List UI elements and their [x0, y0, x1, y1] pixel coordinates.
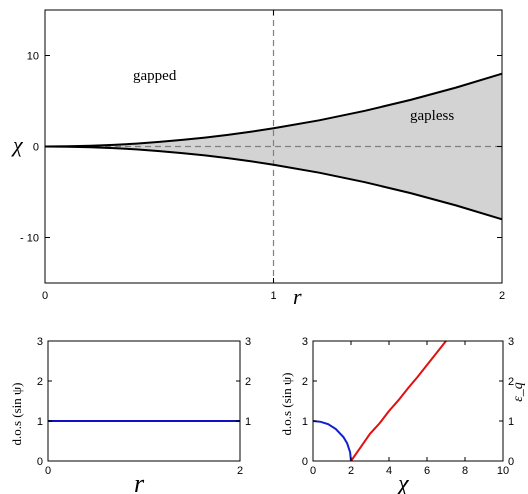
right-y-tick-label: 0	[508, 456, 514, 468]
x-tick-label: 0	[45, 465, 51, 477]
x-tick-label: 2	[499, 290, 505, 302]
tick-marks	[44, 10, 503, 283]
y-tick-label: 1	[302, 416, 308, 428]
plot-frame	[47, 340, 241, 462]
y-tick-label: 3	[302, 336, 308, 348]
series-line-red	[350, 340, 447, 462]
y-tick-label: 10	[27, 51, 39, 63]
plot-frame	[312, 340, 504, 462]
x-axis-label: r	[293, 284, 302, 309]
series-line-blue	[312, 420, 352, 462]
x-tick-label: 0	[310, 465, 316, 477]
tick-labels: 0 2 0 1 2 3 1 2 3	[37, 336, 251, 477]
right-y-tick-label: 1	[508, 416, 514, 428]
x-axis-label: r	[134, 469, 145, 494]
annotation-gapped: gapped	[133, 68, 177, 84]
x-tick-label: 8	[462, 465, 468, 477]
y-tick-label: - 10	[20, 233, 39, 245]
right-y-tick-label: 2	[245, 376, 251, 388]
tick-marks	[312, 340, 504, 462]
x-tick-label: 4	[386, 465, 392, 477]
y-tick-label: 2	[302, 376, 308, 388]
right-y-tick-label: 3	[508, 336, 514, 348]
right-y-axis-label: ε_q	[511, 382, 526, 402]
x-axis-label: χ	[396, 471, 410, 494]
x-tick-label: 2	[237, 465, 243, 477]
right-y-tick-label: 2	[508, 376, 514, 388]
y-tick-label: 0	[37, 456, 43, 468]
dos-vs-r-panel: 0 2 0 1 2 3 1 2 3 r d.o.s (sin ψ)	[9, 336, 251, 494]
lower-boundary-curve	[44, 145, 503, 221]
x-tick-label: 2	[348, 465, 354, 477]
y-tick-labels: 10 0 - 10	[20, 51, 39, 245]
x-tick-label: 0	[42, 290, 48, 302]
y-tick-label: 2	[37, 376, 43, 388]
x-tick-label: 10	[497, 465, 509, 477]
upper-boundary-curve	[44, 72, 503, 148]
y-axis-label: d.o.s (sin ψ)	[9, 382, 24, 445]
tick-marks	[47, 340, 241, 462]
y-axis-label: χ	[11, 132, 24, 157]
x-tick-label: 6	[424, 465, 430, 477]
y-tick-label: 0	[302, 456, 308, 468]
right-y-tick-label: 1	[245, 416, 251, 428]
right-y-tick-label: 3	[245, 336, 251, 348]
y-tick-label: 0	[33, 142, 39, 154]
y-axis-label: d.o.s (sin ψ)	[279, 372, 294, 435]
x-tick-label: 1	[270, 290, 276, 302]
y-tick-label: 1	[37, 416, 43, 428]
annotation-gapless: gapless	[410, 108, 454, 124]
x-tick-labels: 0 1 2	[42, 290, 505, 302]
gapless-region-fill	[45, 73, 502, 220]
y-tick-label: 3	[37, 336, 43, 348]
main-phase-diagram: 0 1 2 10 0 - 10 gapped gapless r χ	[11, 9, 505, 309]
